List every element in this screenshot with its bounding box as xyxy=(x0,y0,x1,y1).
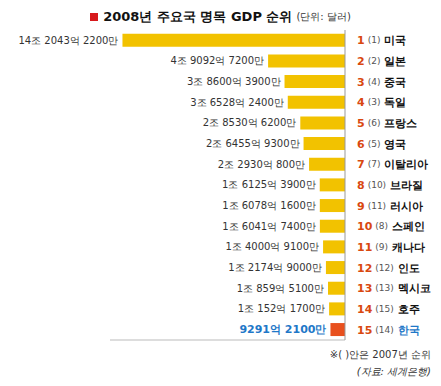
svg-text:12(12)인도: 12(12)인도 xyxy=(357,261,420,274)
svg-text:8(10)브라질: 8(10)브라질 xyxy=(357,179,423,192)
svg-text:14(15)호주: 14(15)호주 xyxy=(357,303,420,316)
html-text:2008년 주요국 명목 GDP 순위 (단위: 달러): 2008년 주요국 명목 GDP 순위 (단위: 달러) xyxy=(103,8,351,24)
svg-text:15(14)한국: 15(14)한국 xyxy=(357,323,420,336)
html-text:(자료: 세계은행): (자료: 세계은행) xyxy=(356,366,431,377)
svg-text:11(9)캐나다: 11(9)캐나다 xyxy=(357,241,425,254)
svg-text:9(11)러시아: 9(11)러시아 xyxy=(357,199,423,212)
svg-text:6(5)영국: 6(5)영국 xyxy=(357,137,406,150)
svg-text:7(7)이탈리아: 7(7)이탈리아 xyxy=(357,158,428,171)
svg-text:10(8)스페인: 10(8)스페인 xyxy=(357,220,425,233)
svg-text:1조 6078억 1600만: 1조 6078억 1600만 xyxy=(222,200,316,211)
svg-text:4조 9092억 7200만: 4조 9092억 7200만 xyxy=(170,55,264,66)
svg-text:1조 6125억 3900만: 1조 6125억 3900만 xyxy=(222,179,316,190)
svg-text:3(4)중국: 3(4)중국 xyxy=(357,75,406,88)
svg-text:14조 2043억 2200만: 14조 2043억 2200만 xyxy=(18,35,118,46)
svg-text:1조 859억 5100만: 1조 859억 5100만 xyxy=(237,283,324,294)
html-text:※( )안은 2007년 순위: ※( )안은 2007년 순위 xyxy=(329,349,431,360)
svg-text:3조 6528억 2400만: 3조 6528억 2400만 xyxy=(190,97,284,108)
svg-text:4(3)독일: 4(3)독일 xyxy=(357,96,406,109)
svg-text:1조 2174억 9000만: 1조 2174억 9000만 xyxy=(228,262,322,273)
svg-text:9291억 2100만: 9291억 2100만 xyxy=(239,323,326,336)
svg-text:3조 8600억 3900만: 3조 8600억 3900만 xyxy=(187,76,281,87)
svg-text:13(13)멕시코: 13(13)멕시코 xyxy=(357,282,431,295)
svg-text:5(6)프랑스: 5(6)프랑스 xyxy=(357,117,417,130)
svg-text:2조 8530억 6200만: 2조 8530억 6200만 xyxy=(203,117,297,128)
svg-text:2조 6455억 9300만: 2조 6455억 9300만 xyxy=(206,138,300,149)
svg-text:1조 6041억 7400만: 1조 6041억 7400만 xyxy=(222,221,316,232)
svg-text:1(1)미국: 1(1)미국 xyxy=(357,34,406,47)
svg-text:1조 4000억 9100만: 1조 4000억 9100만 xyxy=(225,241,319,252)
svg-text:2(2)일본: 2(2)일본 xyxy=(357,55,406,68)
svg-text:2조 2930억 800만: 2조 2930억 800만 xyxy=(218,159,305,170)
svg-text:1조 152억 1700만: 1조 152억 1700만 xyxy=(238,303,325,314)
